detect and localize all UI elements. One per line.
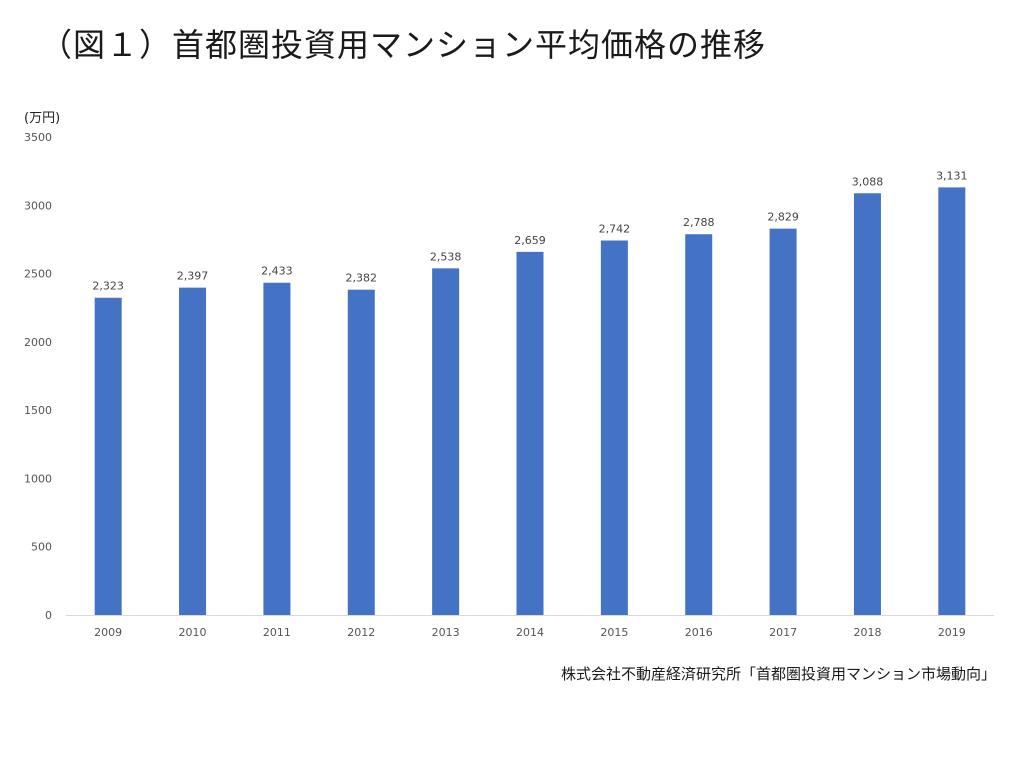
- chart-title: （図１）首都圏投資用マンション平均価格の推移: [40, 26, 767, 64]
- y-tick-label: 3000: [24, 199, 52, 212]
- bar: [347, 289, 375, 615]
- x-tick-label: 2018: [853, 626, 881, 639]
- source-note: 株式会社不動産経済研究所「首都圏投資用マンション市場動向」: [560, 665, 996, 683]
- x-tick-label: 2011: [263, 626, 291, 639]
- bar: [432, 268, 460, 615]
- data-label: 2,433: [261, 265, 293, 278]
- data-label: 2,382: [346, 272, 378, 285]
- y-tick-label: 500: [31, 541, 52, 554]
- bar: [179, 287, 207, 615]
- data-label: 2,788: [683, 216, 715, 229]
- x-tick-label: 2010: [179, 626, 207, 639]
- bar: [516, 251, 544, 615]
- y-tick-label: 0: [45, 609, 52, 622]
- bar: [938, 187, 966, 616]
- y-tick-label: 2000: [24, 336, 52, 349]
- x-tick-label: 2013: [432, 626, 460, 639]
- y-tick-label: 3500: [24, 131, 52, 144]
- data-label: 2,538: [430, 250, 462, 263]
- data-label: 2,397: [177, 270, 209, 283]
- x-tick-label: 2017: [769, 626, 797, 639]
- data-label: 2,323: [92, 280, 124, 293]
- data-label: 2,659: [514, 234, 546, 247]
- x-tick-label: 2012: [347, 626, 375, 639]
- data-label: 2,829: [767, 211, 799, 224]
- bar-series: [94, 187, 966, 616]
- data-label: 3,131: [936, 169, 968, 182]
- bar: [263, 282, 291, 615]
- bar: [685, 234, 713, 615]
- data-label: 3,088: [852, 175, 884, 188]
- y-tick-label: 2500: [24, 268, 52, 281]
- x-tick-label: 2009: [94, 626, 122, 639]
- x-tick-label: 2015: [600, 626, 628, 639]
- bar: [94, 297, 122, 615]
- y-tick-label: 1500: [24, 404, 52, 417]
- bar: [769, 228, 797, 615]
- data-labels: 2,323 2,397 2,433 2,382 2,538 2,659 2,742 2,788…: [92, 169, 967, 292]
- x-tick-label: 2019: [938, 626, 966, 639]
- y-tick-label: 1000: [24, 472, 52, 485]
- x-tick-label: 2014: [516, 626, 544, 639]
- x-tick-label: 2016: [685, 626, 713, 639]
- y-axis-unit-label: (万円): [24, 111, 61, 126]
- bar: [853, 193, 881, 615]
- bar: [600, 240, 628, 615]
- data-label: 2,742: [599, 223, 631, 236]
- y-axis-ticks: 0 500 1000 1500 2000 2500 3000 3500: [24, 131, 52, 622]
- x-axis-ticks: 2009 2010 2011 2012 2013 2014 2015 2016 2017 2018…: [94, 626, 966, 639]
